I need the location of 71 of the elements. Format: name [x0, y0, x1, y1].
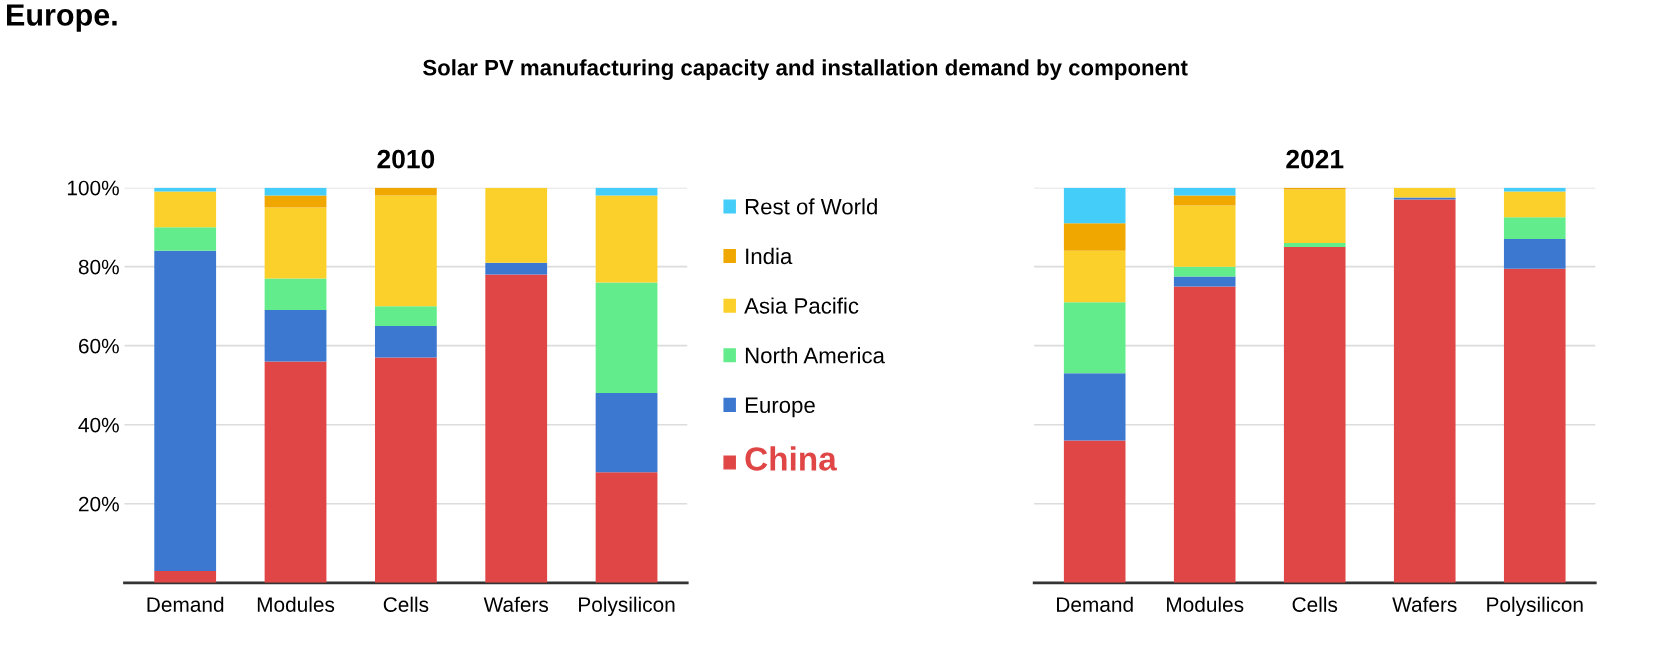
bar: [1503, 191, 1566, 218]
bar: [485, 274, 548, 583]
bar: [1283, 246, 1346, 583]
x-tick-label: Wafers: [483, 596, 549, 612]
chart-title: 2010: [377, 149, 435, 169]
x-tick-label: Polysilicon: [579, 596, 675, 617]
legend-label: Rest of World: [745, 198, 877, 215]
bar: [154, 250, 217, 571]
bar: [374, 325, 437, 358]
bar: [1503, 239, 1566, 269]
y-tick-label: 40%: [78, 417, 119, 433]
text: Solar PV manufacturing capacity and installation demand by component: [422, 59, 1188, 81]
bar: [154, 187, 217, 192]
bar: [1173, 286, 1236, 583]
legend-label: Asia Pacific: [744, 297, 859, 314]
x-tick-label: Demand: [147, 596, 224, 612]
x-tick-label: Demand: [1057, 596, 1133, 612]
x-tick-label: Polysilicon: [1487, 596, 1583, 617]
x-tick-label: Wafers: [1392, 596, 1457, 612]
bar: [264, 187, 327, 196]
bar: [154, 570, 217, 583]
y-tick-label: 100%: [67, 180, 119, 196]
bar: [1173, 266, 1236, 277]
bar: [595, 195, 658, 283]
bar: [1173, 195, 1236, 206]
bar: [1393, 199, 1456, 583]
text: Europe.: [7, 4, 117, 32]
x-tick-label: Modules: [257, 596, 335, 612]
bar: [264, 310, 327, 362]
bar: [485, 187, 548, 263]
y-tick-label: 60%: [79, 338, 119, 354]
bar: [1173, 187, 1236, 196]
bar: [374, 357, 437, 583]
bar: [1063, 223, 1126, 251]
x-tick-label: Cells: [1292, 596, 1338, 612]
chart-title: 2021: [1286, 149, 1344, 169]
bar: [154, 227, 217, 251]
bar: [595, 187, 658, 196]
bar: [1063, 373, 1126, 441]
bar: [595, 472, 658, 583]
y-tick-label: 20%: [78, 496, 119, 512]
bar: [1503, 187, 1566, 192]
bar: [1063, 440, 1126, 583]
bar: [1063, 302, 1126, 374]
bar: [374, 187, 437, 196]
bar: [264, 278, 327, 311]
bar: [154, 191, 217, 228]
bar: [1283, 189, 1346, 243]
bar: [264, 207, 327, 279]
bar: [1503, 268, 1566, 583]
legend-label: North America: [745, 347, 885, 364]
bar: [595, 393, 658, 473]
bar: [595, 282, 658, 394]
bar: [1063, 187, 1126, 224]
bar: [374, 195, 437, 307]
legend-label: India: [746, 247, 793, 265]
legend-label: Europe: [745, 397, 815, 418]
x-tick-label: Modules: [1167, 596, 1244, 612]
y-tick-label: 80%: [78, 259, 119, 275]
bar: [1283, 242, 1346, 247]
x-tick-label: Cells: [383, 596, 429, 612]
bar: [1393, 187, 1456, 198]
bar: [1173, 276, 1236, 287]
legend-label: China: [745, 446, 837, 471]
bar: [264, 195, 327, 208]
bar: [1503, 217, 1566, 239]
bar: [485, 262, 548, 275]
bar: [1063, 250, 1126, 303]
bar: [374, 306, 437, 326]
bar: [264, 361, 327, 583]
bar: [1173, 205, 1236, 267]
